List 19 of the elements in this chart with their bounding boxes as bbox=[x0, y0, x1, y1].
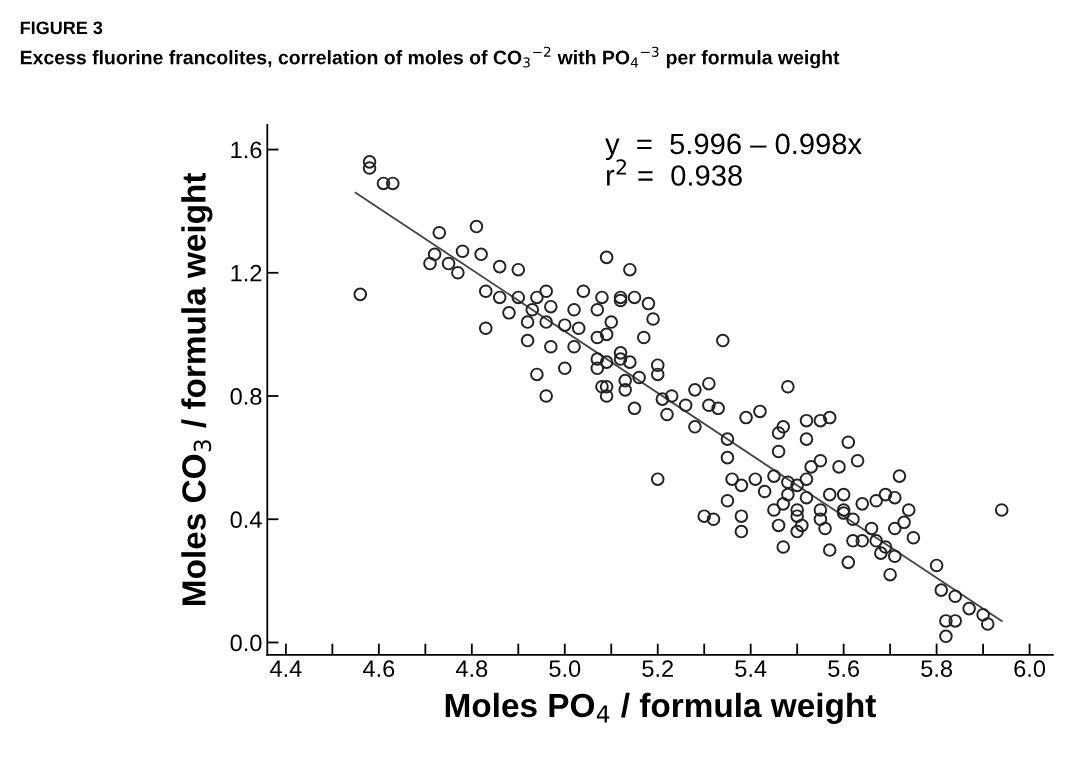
y-tick-label: 0.8 bbox=[230, 388, 262, 405]
x-axis-title: Moles PO$_{4}$ / formula weight bbox=[445, 692, 876, 725]
x-tick-label: 5.6 bbox=[828, 660, 860, 678]
x-tick-label: 5.8 bbox=[921, 660, 952, 678]
y-tick-label: 0.0 bbox=[230, 634, 262, 652]
x-tick-label: 4.8 bbox=[455, 660, 488, 678]
x-tick-label: 6.0 bbox=[1014, 660, 1046, 678]
y-tick-label: 0.4 bbox=[230, 511, 262, 529]
text: FIGURE 3 bbox=[20, 21, 103, 35]
y-tick-label: 1.6 bbox=[231, 141, 262, 159]
y-tick-label: 1.2 bbox=[231, 264, 262, 282]
y-axis-title: Moles CO$_{3}$ / formula weight bbox=[181, 172, 213, 605]
x-tick-label: 5.2 bbox=[642, 660, 673, 678]
chart-subtitle: Excess fluorine francolites, correlation of moles of CO$_{3}$$^{−2}$ with PO$_{4}$$^{−3}$ per formula weight bbox=[20, 46, 840, 69]
x-tick-label: 5.4 bbox=[735, 660, 767, 678]
annotation: r$^{2}$ = 0.938 bbox=[607, 159, 742, 186]
x-tick-label: 4.6 bbox=[362, 660, 395, 678]
x-tick-label: 4.4 bbox=[270, 660, 302, 677]
x-tick-label: 5.0 bbox=[549, 660, 581, 678]
